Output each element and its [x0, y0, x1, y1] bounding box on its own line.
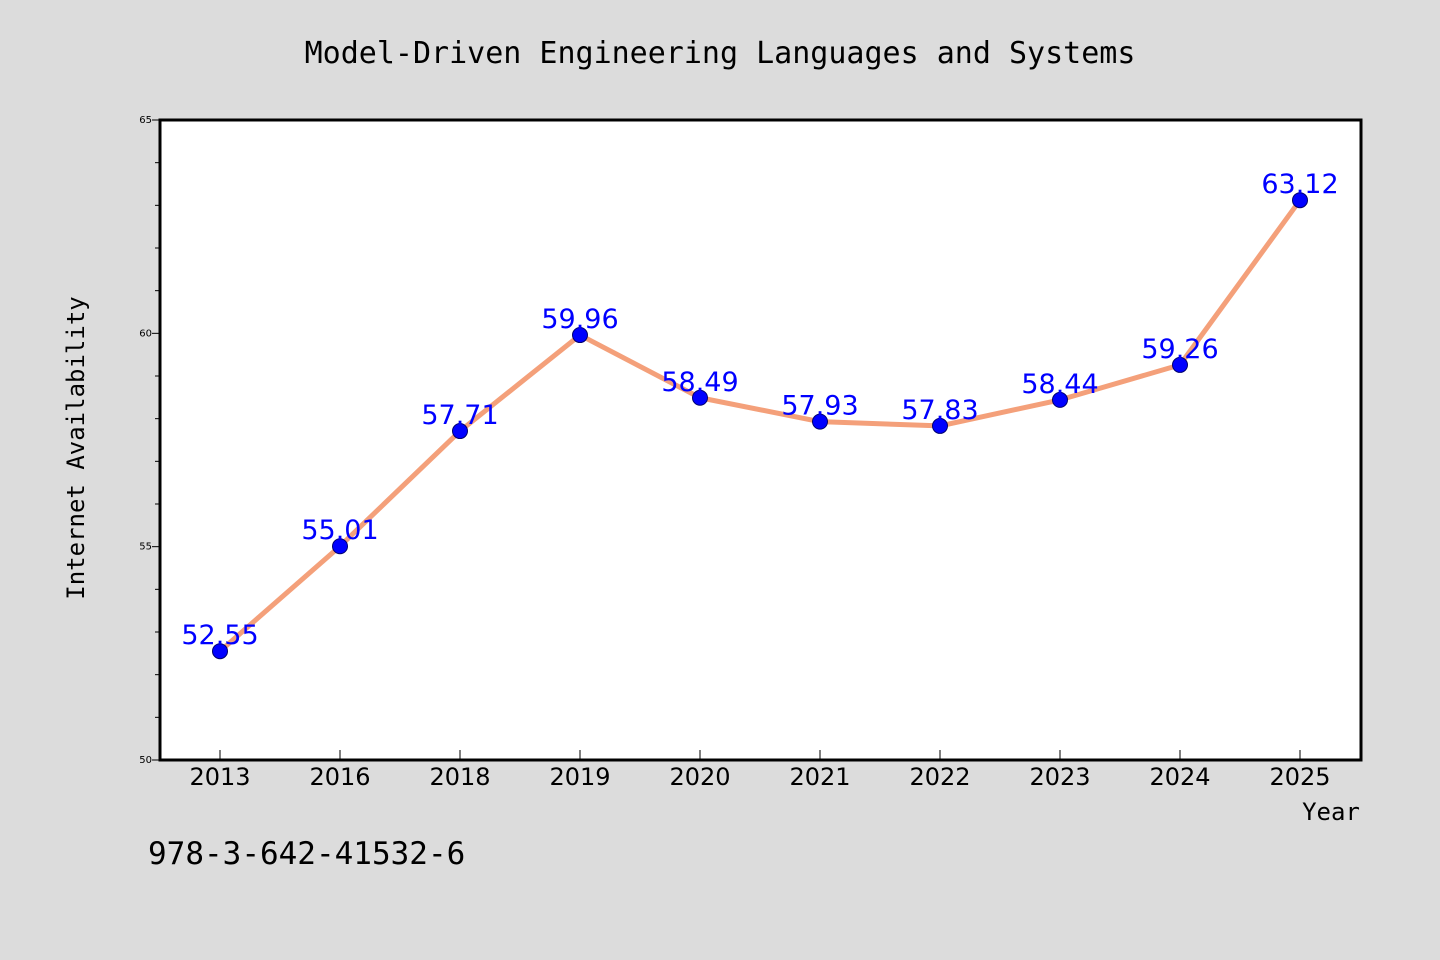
- y-axis-title: Internet Availability: [62, 296, 90, 599]
- plot-area: [160, 120, 1361, 760]
- data-label: 63.12: [1261, 169, 1338, 200]
- data-point: [1172, 356, 1188, 373]
- x-tick-label: 2020: [669, 763, 730, 791]
- x-tick-label: 2013: [189, 763, 250, 791]
- data-point: [572, 327, 588, 344]
- series-layer: 52.55 55.01 57.71 59.96 58.49 57.93 57.83 58.44…: [181, 169, 1339, 660]
- data-label: 57.83: [901, 395, 978, 426]
- data-point: [452, 423, 468, 440]
- x-tick-label: 2016: [309, 763, 370, 791]
- data-point: [1052, 391, 1068, 408]
- axis-ticks: 2013 2016 2018 2019 2020 2021 2022 2023 2024 2025…: [139, 115, 1330, 791]
- isbn-label: 978-3-642-41532-6: [148, 836, 465, 872]
- x-tick-label: 2022: [909, 763, 970, 791]
- data-point: [932, 417, 948, 434]
- plot-frame: [158, 118, 1363, 762]
- data-point: [212, 643, 228, 660]
- x-tick-label: 2018: [429, 763, 490, 791]
- data-point: [332, 538, 348, 555]
- data-label: 59.96: [541, 304, 618, 335]
- y-tick-label: 65: [139, 115, 152, 126]
- x-tick-label: 2021: [789, 763, 850, 791]
- data-label: 58.49: [661, 367, 738, 398]
- data-point: [812, 413, 828, 430]
- x-tick-label: 2024: [1149, 763, 1210, 791]
- y-tick-label: 60: [139, 328, 152, 339]
- y-tick-label: 55: [139, 542, 152, 553]
- data-label: 55.01: [301, 515, 378, 546]
- data-label: 59.26: [1141, 334, 1218, 365]
- x-tick-label: 2019: [549, 763, 610, 791]
- data-point: [1292, 192, 1308, 209]
- y-tick-label: 50: [139, 755, 152, 766]
- x-axis-title: Year: [1302, 798, 1360, 826]
- data-point: [692, 389, 708, 406]
- data-label: 52.55: [181, 620, 258, 651]
- data-label: 57.71: [421, 400, 498, 431]
- x-tick-label: 2025: [1269, 763, 1330, 791]
- data-label: 58.44: [1021, 369, 1098, 400]
- x-tick-label: 2023: [1029, 763, 1090, 791]
- data-label: 57.93: [781, 391, 858, 422]
- series-line: [217, 197, 1303, 654]
- chart-title: Model-Driven Engineering Languages and S…: [305, 36, 1136, 71]
